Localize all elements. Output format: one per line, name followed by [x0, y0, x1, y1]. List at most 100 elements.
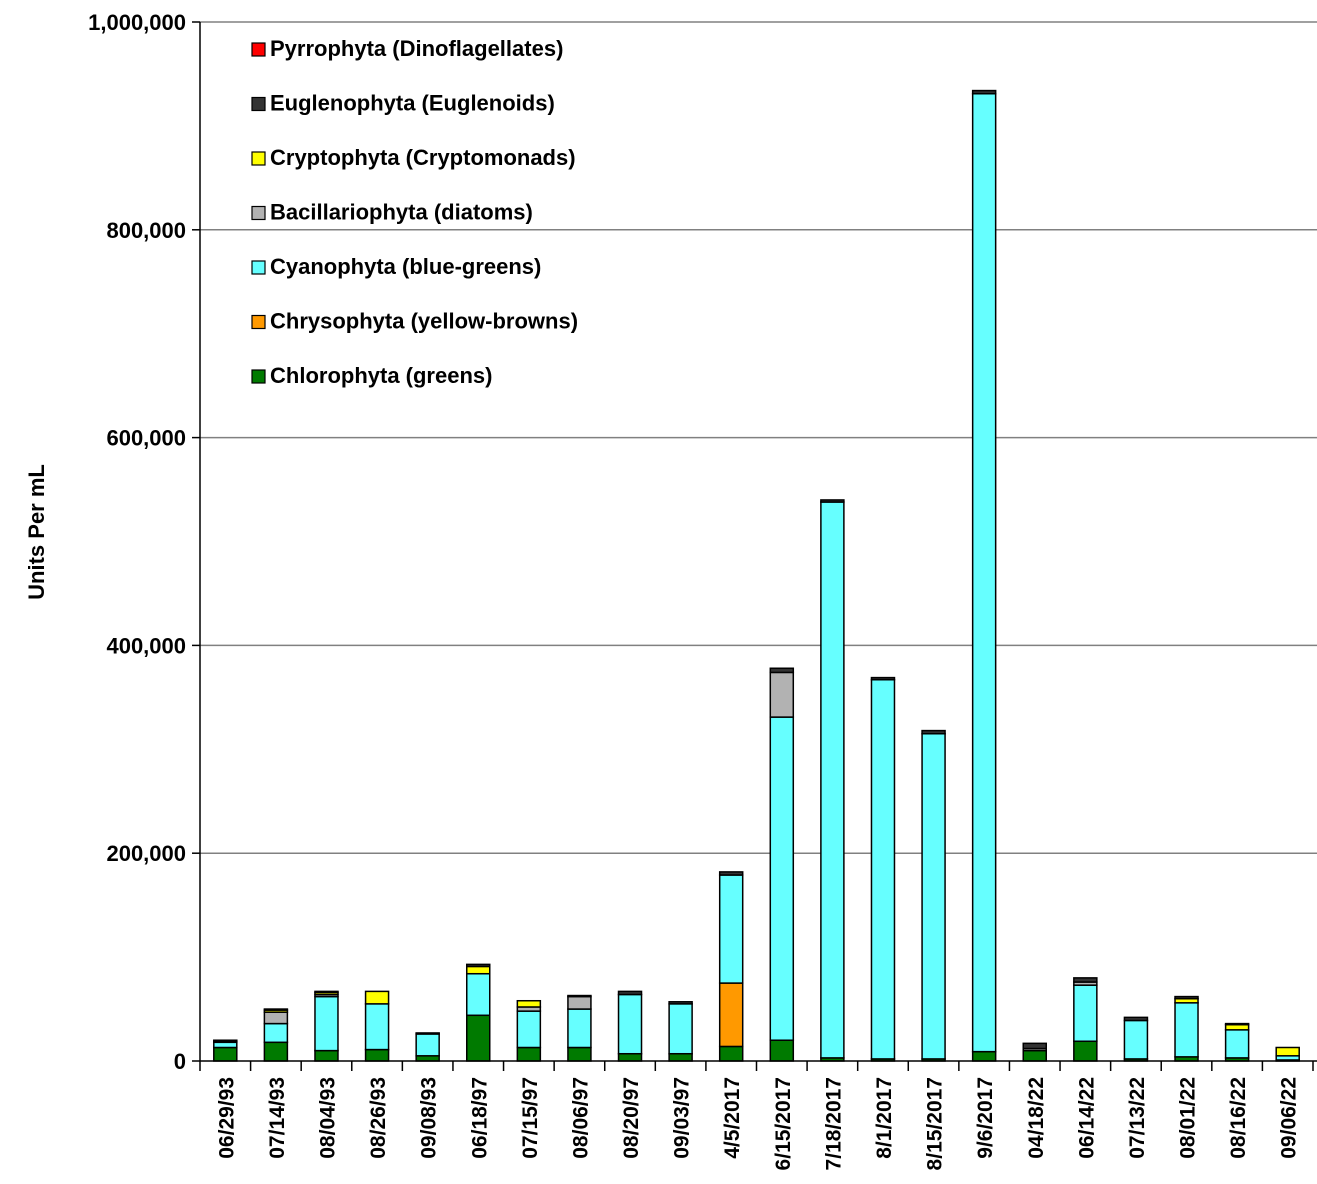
legend-item: Bacillariophyta (diatoms) — [251, 200, 533, 225]
y-tick-label: 200,000 — [106, 841, 186, 866]
legend-item: Cryptophyta (Cryptomonads) — [251, 145, 576, 170]
legend-item: Euglenophyta (Euglenoids) — [251, 91, 555, 116]
bar-segment — [921, 729, 946, 735]
bar-stack — [466, 963, 491, 1062]
x-tick-label: 8/15/2017 — [924, 1077, 947, 1170]
bar-segment — [820, 499, 845, 503]
bar-segment — [516, 999, 542, 1008]
x-tick-label: 08/06/97 — [569, 1077, 592, 1159]
bar-segment — [1022, 1042, 1047, 1050]
bar-segment — [971, 89, 997, 95]
legend-swatch — [251, 260, 266, 275]
bar-segment — [668, 1003, 693, 1055]
bar-segment — [718, 871, 744, 876]
bar-stack — [263, 1008, 289, 1062]
y-tick-label: 1,000,000 — [88, 10, 186, 35]
bar-stack — [415, 1032, 440, 1062]
bar-segment — [466, 965, 491, 975]
bar-segment — [870, 676, 896, 681]
gridlines — [192, 21, 1317, 1062]
legend-item: Pyrrophyta (Dinoflagellates) — [251, 36, 563, 61]
legend-swatch — [251, 42, 266, 57]
legend-item: Cyanophyta (blue-greens) — [251, 254, 541, 279]
bar-segment — [668, 1052, 693, 1062]
bar-segment — [668, 1001, 693, 1005]
bar-stack — [364, 990, 390, 1062]
legend-label: Chrysophyta (yellow-browns) — [270, 309, 578, 334]
bar-segment — [1174, 1002, 1199, 1058]
bar-segment — [718, 982, 744, 1048]
bar-segment — [466, 963, 491, 968]
bar-segment — [567, 1046, 592, 1062]
bar-segment — [314, 995, 339, 1052]
bar-segment — [466, 972, 491, 1017]
bar-segment — [415, 1055, 440, 1062]
bar-stack — [870, 676, 896, 1062]
x-tick-label: 08/20/97 — [620, 1077, 643, 1159]
bar-segment — [263, 1041, 289, 1062]
bar-segment — [213, 1046, 238, 1062]
bar-segment — [718, 874, 744, 984]
x-tick-label: 6/15/2017 — [772, 1077, 795, 1170]
bar-stacks — [213, 89, 1300, 1062]
x-tick-label: 8/1/2017 — [873, 1077, 896, 1159]
bar-segment — [516, 1046, 542, 1062]
bar-segment — [364, 1003, 390, 1051]
x-tick-label: 08/16/22 — [1227, 1077, 1250, 1159]
x-tick-label: 08/04/93 — [316, 1077, 339, 1159]
x-tick-label: 06/29/93 — [215, 1077, 238, 1159]
x-tick-label: 08/26/93 — [367, 1077, 390, 1159]
bar-stack — [1224, 1022, 1250, 1062]
x-tick-label: 06/14/22 — [1075, 1077, 1098, 1159]
legend-label: Euglenophyta (Euglenoids) — [270, 91, 555, 116]
y-tick-label: 400,000 — [106, 633, 186, 658]
bar-segment — [1073, 984, 1098, 1043]
bar-segment — [769, 716, 795, 1041]
bar-segment — [1224, 1029, 1250, 1059]
legend-item: Chlorophyta (greens) — [251, 363, 492, 388]
bar-segment — [820, 501, 845, 1059]
bar-segment — [213, 1039, 238, 1043]
legend-swatch — [251, 369, 266, 384]
y-tick-label: 800,000 — [106, 218, 186, 243]
legend: Pyrrophyta (Dinoflagellates) Euglenophyta… — [251, 36, 578, 388]
bar-segment — [415, 1033, 440, 1057]
legend-label: Chlorophyta (greens) — [270, 363, 492, 388]
bar-stack — [668, 1001, 693, 1062]
bar-stack — [769, 667, 795, 1062]
x-tick-label: 07/14/93 — [266, 1077, 289, 1159]
bar-stack — [314, 990, 339, 1062]
y-tick-label: 0 — [174, 1049, 186, 1074]
bar-segment — [314, 1049, 339, 1062]
bar-stack — [820, 499, 845, 1062]
bar-stack — [921, 729, 946, 1062]
x-tick-label: 08/01/22 — [1177, 1077, 1200, 1159]
bar-segment — [314, 990, 339, 994]
bar-segment — [466, 1014, 491, 1062]
bar-segment — [567, 1008, 592, 1049]
bar-segment — [870, 678, 896, 1060]
bar-segment — [516, 1010, 542, 1049]
x-tick-label: 7/18/2017 — [822, 1077, 845, 1170]
bar-segment — [1073, 1040, 1098, 1062]
bar-segment — [415, 1032, 440, 1035]
bar-segment — [769, 667, 795, 674]
bar-segment — [617, 990, 643, 996]
bar-segment — [567, 995, 592, 1010]
bar-stack — [213, 1039, 238, 1062]
x-tick-label: 04/18/22 — [1025, 1077, 1048, 1159]
bar-stack — [516, 999, 542, 1062]
x-tick-label: 09/03/97 — [671, 1077, 694, 1159]
bar-segment — [1224, 1022, 1250, 1026]
bar-segment — [769, 671, 795, 718]
bar-segment — [1073, 977, 1098, 983]
legend-item: Chrysophyta (yellow-browns) — [251, 309, 578, 334]
bar-segment — [921, 732, 946, 1060]
x-tick-label: 07/13/22 — [1126, 1077, 1149, 1159]
legend-label: Cryptophyta (Cryptomonads) — [270, 145, 576, 170]
bar-stack — [617, 990, 643, 1062]
y-axis-title: Units Per mL — [24, 464, 49, 600]
bar-stack — [1022, 1042, 1047, 1062]
x-tick-label: 4/5/2017 — [721, 1077, 744, 1159]
